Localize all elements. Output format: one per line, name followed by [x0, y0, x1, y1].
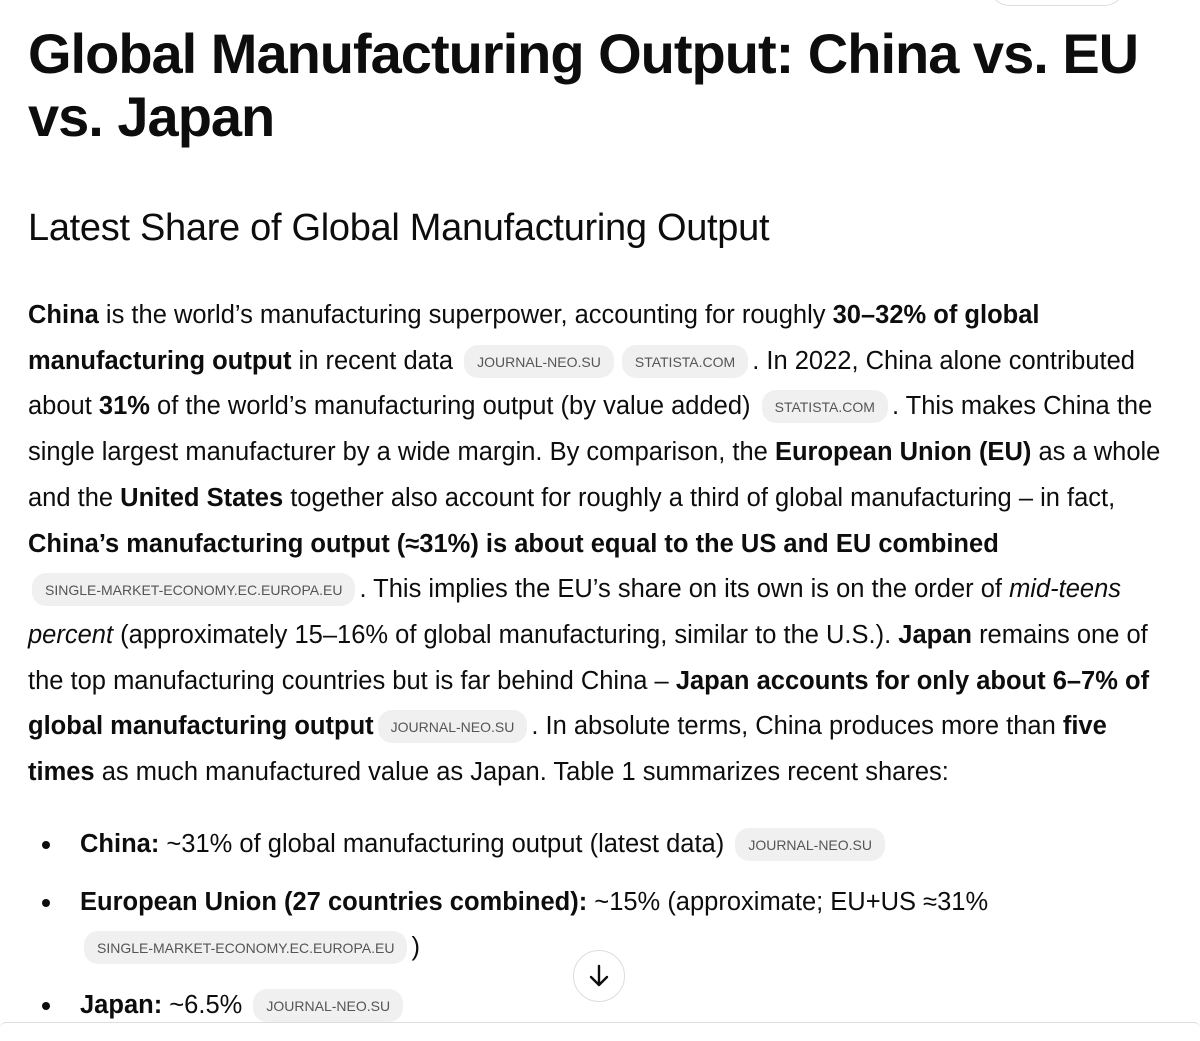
- text-run: . In 2022, China alone contributed about: [28, 346, 1135, 421]
- arrow-icon: [589, 964, 609, 987]
- text-run: ): [411, 933, 420, 962]
- citation-chip[interactable]: JOURNAL-NEO.SU: [735, 828, 885, 861]
- citation-chip[interactable]: STATISTA.COM: [621, 344, 749, 378]
- composer-edge: [0, 1022, 1200, 1028]
- text-run: . This makes China the single largest ma…: [28, 392, 1153, 467]
- paragraph: China is the world’s manufacturing super…: [28, 293, 1173, 796]
- text-run: European Union (EU): [774, 438, 1032, 467]
- text-run: as much manufactured value as Japan. Tab…: [94, 758, 949, 787]
- text-run: ~15% (approximate; EU+US ≈31%: [587, 887, 989, 916]
- scroll-down-button[interactable]: [573, 950, 625, 1002]
- citation-chip[interactable]: JOURNAL-NEO.SU: [377, 710, 528, 744]
- text-run: Japan:: [80, 991, 163, 1020]
- text-run: of the world’s manufacturing output (by …: [149, 392, 758, 421]
- citation-chip[interactable]: SINGLE-MARKET-ECONOMY.EC.EUROPA.EU: [32, 573, 356, 607]
- citation-chip[interactable]: STATISTA.COM: [761, 390, 888, 424]
- text-run: Japan accounts for only about 6–7% of gl…: [28, 666, 1150, 741]
- text-run: is the world’s manufacturing superpower,…: [98, 301, 833, 329]
- text-run: remains one of the top manufacturing cou…: [28, 620, 1148, 695]
- bullet-item: Japan: ~6.5% JOURNAL-NEO.SU: [42, 983, 1200, 1029]
- citation-chip[interactable]: SINGLE-MARKET-ECONOMY.EC.EUROPA.EU: [84, 931, 408, 965]
- bullet-item: European Union (27 countries combined): …: [42, 880, 1200, 971]
- page-title: Global Manufacturing Output: China vs. E…: [28, 22, 1139, 148]
- section-heading: Latest Share of Global Manufacturing Out…: [28, 207, 770, 249]
- text-run: (approximately 15–16% of global manufact…: [113, 620, 899, 649]
- text-run: ~6.5%: [162, 991, 250, 1020]
- text-run: United States: [120, 483, 284, 512]
- citation-chip[interactable]: JOURNAL-NEO.SU: [464, 344, 614, 378]
- text-run: China: [28, 301, 99, 329]
- text-run: . In absolute terms, China produces more…: [531, 712, 1063, 741]
- bullet-item: China: ~31% of global manufacturing outp…: [42, 822, 1200, 868]
- text-run: . This implies the EU’s share on its own…: [359, 575, 1010, 604]
- text-run: as a whole and the: [28, 438, 1161, 512]
- text-run: 30–32% of global manufacturing output: [28, 301, 1040, 375]
- bullet-list: China: ~31% of global manufacturing outp…: [0, 822, 1200, 1041]
- toolbar-button[interactable]: [988, 0, 1126, 6]
- text-run: European Union (27 countries combined):: [80, 887, 588, 916]
- text-run: 31%: [98, 392, 150, 421]
- text-run: mid-teens percent: [28, 575, 1122, 649]
- text-run: ~31% of global manufacturing output (lat…: [159, 830, 732, 858]
- text-run: five times: [28, 712, 1107, 787]
- text-run: in recent data: [291, 346, 461, 375]
- text-run: China’s manufacturing output (≈31%) is a…: [28, 529, 999, 558]
- text-run: Japan: [898, 620, 972, 649]
- citation-chip[interactable]: JOURNAL-NEO.SU: [253, 989, 404, 1023]
- text-run: together also account for roughly a thir…: [283, 483, 1116, 512]
- text-run: China:: [80, 830, 160, 858]
